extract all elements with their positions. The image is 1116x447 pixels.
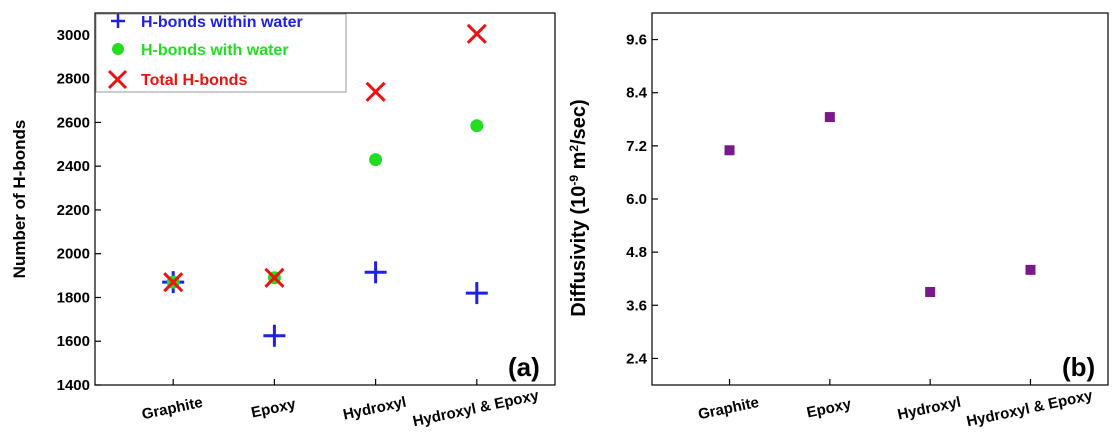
y-tick-label: 4.8 — [626, 244, 647, 261]
y-tick-label: 2.4 — [626, 350, 648, 367]
y-tick-label: 2800 — [57, 71, 90, 88]
y-tick-label: 2400 — [57, 158, 90, 175]
x-tick-label: Epoxy — [805, 395, 853, 421]
x-tick-label: Hydroxyl & Epoxy — [411, 387, 541, 430]
plot-area-b — [724, 112, 1036, 297]
legend-box — [95, 13, 347, 93]
y-tick-label: 7.2 — [626, 138, 647, 155]
legend: H-bonds within water H-bonds with water … — [95, 13, 347, 93]
y-tick-label: 1800 — [57, 289, 90, 306]
data-point — [369, 153, 383, 167]
x-tick-label: Graphite — [140, 394, 204, 423]
data-point — [263, 324, 286, 347]
y-tick-label: 1600 — [57, 333, 90, 350]
data-point — [264, 267, 285, 288]
panel-a: 1400 1600 1800 2000 2200 2400 2600 2800 3000 Gra… — [10, 12, 556, 430]
x-tick-label: Hydroxyl — [896, 394, 962, 424]
legend-label-with-water: H-bonds with water — [141, 42, 289, 59]
y-axis-b: 2.4 3.6 4.8 6.0 7.2 8.4 9.6 — [626, 32, 658, 367]
legend-label-total: Total H-bonds — [141, 72, 247, 89]
legend-marker-x-icon — [107, 69, 128, 90]
x-tick-label: Graphite — [697, 394, 761, 423]
data-point — [465, 282, 488, 305]
x-axis-b: Graphite Epoxy Hydroxyl Hydroxyl & Epoxy — [697, 379, 1095, 430]
plot-area-a — [162, 23, 488, 347]
y-axis-label-b: Diffusivity (10-9 m2/sec) — [567, 99, 590, 316]
y-tick-label: 2000 — [57, 246, 90, 263]
plot-frame-a — [94, 12, 556, 386]
panel-b: 2.4 3.6 4.8 6.0 7.2 8.4 9.6 Graphite Epoxy Hydro… — [567, 12, 1109, 430]
legend-marker-plus-icon — [111, 14, 125, 28]
y-axis-label-a: Number of H-bonds — [10, 120, 29, 279]
data-point — [1025, 264, 1036, 275]
legend-label-within-water: H-bonds within water — [141, 14, 303, 31]
x-tick-label: Hydroxyl — [341, 394, 407, 424]
x-tick-label: Epoxy — [250, 395, 298, 421]
data-point — [470, 119, 484, 133]
data-point — [724, 145, 735, 156]
y-tick-label: 8.4 — [626, 85, 648, 102]
panel-label-a: (a) — [508, 352, 540, 382]
data-point — [365, 81, 386, 102]
legend-marker-circle-icon — [112, 43, 124, 55]
y-axis-a: 1400 1600 1800 2000 2200 2400 2600 2800 3000 — [57, 27, 101, 394]
y-tick-label: 9.6 — [626, 32, 647, 49]
data-point — [466, 23, 487, 44]
x-tick-label: Hydroxyl & Epoxy — [965, 387, 1095, 430]
panel-label-b: (b) — [1062, 352, 1095, 382]
data-point — [925, 287, 936, 297]
data-point — [364, 261, 387, 284]
y-tick-label: 1400 — [57, 377, 90, 394]
x-axis-a: Graphite Epoxy Hydroxyl Hydroxyl & Epoxy — [140, 379, 541, 430]
y-tick-label: 6.0 — [626, 191, 647, 208]
y-tick-label: 3000 — [57, 27, 90, 44]
y-tick-label: 2200 — [57, 202, 90, 219]
y-tick-label: 2600 — [57, 114, 90, 131]
data-point — [163, 272, 184, 293]
y-tick-label: 3.6 — [626, 297, 647, 314]
plot-frame-b — [651, 12, 1109, 386]
data-point — [824, 112, 835, 123]
